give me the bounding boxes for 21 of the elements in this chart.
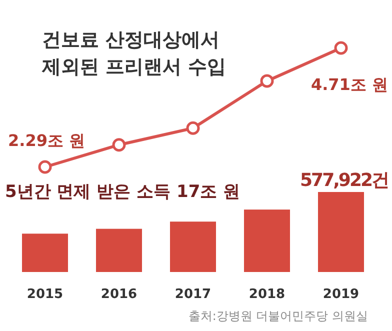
point [112,138,126,152]
point [260,74,274,88]
annotation: 5년간 면제 받은 소득 17조 원 [5,182,240,202]
bar [318,192,364,272]
data-label: 2.29조 원 [8,131,86,150]
source-note: 출처:강병원 더불어민주당 의원실 [188,309,368,323]
point [186,121,200,135]
x-tick-label: 2017 [174,287,212,302]
bar [244,210,290,272]
bar [170,222,216,272]
point [334,41,348,55]
x-tick-label: 2019 [322,287,360,302]
point [38,160,52,174]
bar [96,228,142,272]
x-tick-label: 2018 [248,287,286,302]
x-tick-label: 2015 [26,287,64,302]
chart-title: 건보료 산정대상에서 제외된 프리랜서 수입 [41,29,226,78]
data-label: 4.71조 원 [310,75,388,94]
data-label: 577,922건 [300,170,388,191]
x-tick-label: 2016 [100,287,138,302]
bar [22,234,68,272]
